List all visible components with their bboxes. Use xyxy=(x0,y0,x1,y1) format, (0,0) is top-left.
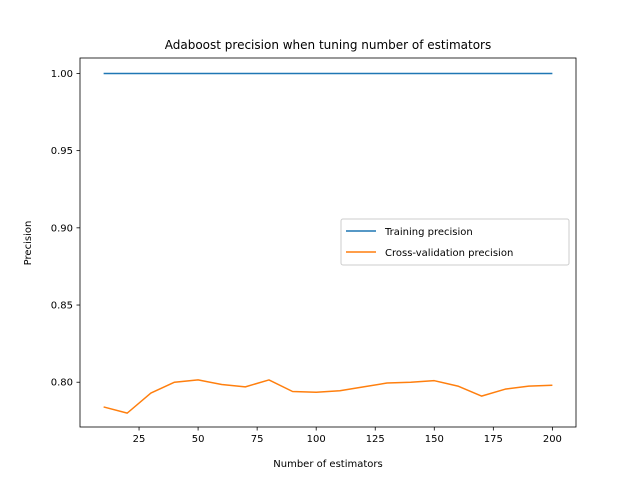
y-tick-label: 0.85 xyxy=(51,301,73,312)
x-tick-label: 75 xyxy=(251,434,264,445)
x-tick-label: 200 xyxy=(543,434,562,445)
y-tick-label: 0.80 xyxy=(51,378,73,389)
chart-title: Adaboost precision when tuning number of… xyxy=(165,38,491,52)
series-line-1 xyxy=(103,379,553,414)
x-tick-label: 50 xyxy=(192,434,205,445)
plot-lines xyxy=(103,72,553,414)
x-tick-label: 25 xyxy=(133,434,146,445)
y-tick-label: 1.00 xyxy=(51,69,73,80)
x-tick-label: 150 xyxy=(425,434,444,445)
legend: Training precision Cross-validation prec… xyxy=(340,218,570,266)
legend-label-training: Training precision xyxy=(384,227,473,238)
y-tick-label: 0.90 xyxy=(51,223,73,234)
legend-box xyxy=(340,218,570,266)
y-axis-label: Precision xyxy=(23,221,34,266)
x-tick-label: 175 xyxy=(484,434,503,445)
y-axis-ticks: 0.80 0.85 0.90 0.95 1.00 xyxy=(51,69,80,389)
legend-label-cross-validation: Cross-validation precision xyxy=(385,248,513,259)
plot-frame xyxy=(79,57,577,428)
x-axis-label: Number of estimators xyxy=(273,459,382,470)
x-axis-ticks: 25 50 75 100 125 150 175 200 xyxy=(133,427,562,445)
x-tick-label: 100 xyxy=(307,434,326,445)
y-tick-label: 0.95 xyxy=(51,146,73,157)
x-tick-label: 125 xyxy=(366,434,385,445)
